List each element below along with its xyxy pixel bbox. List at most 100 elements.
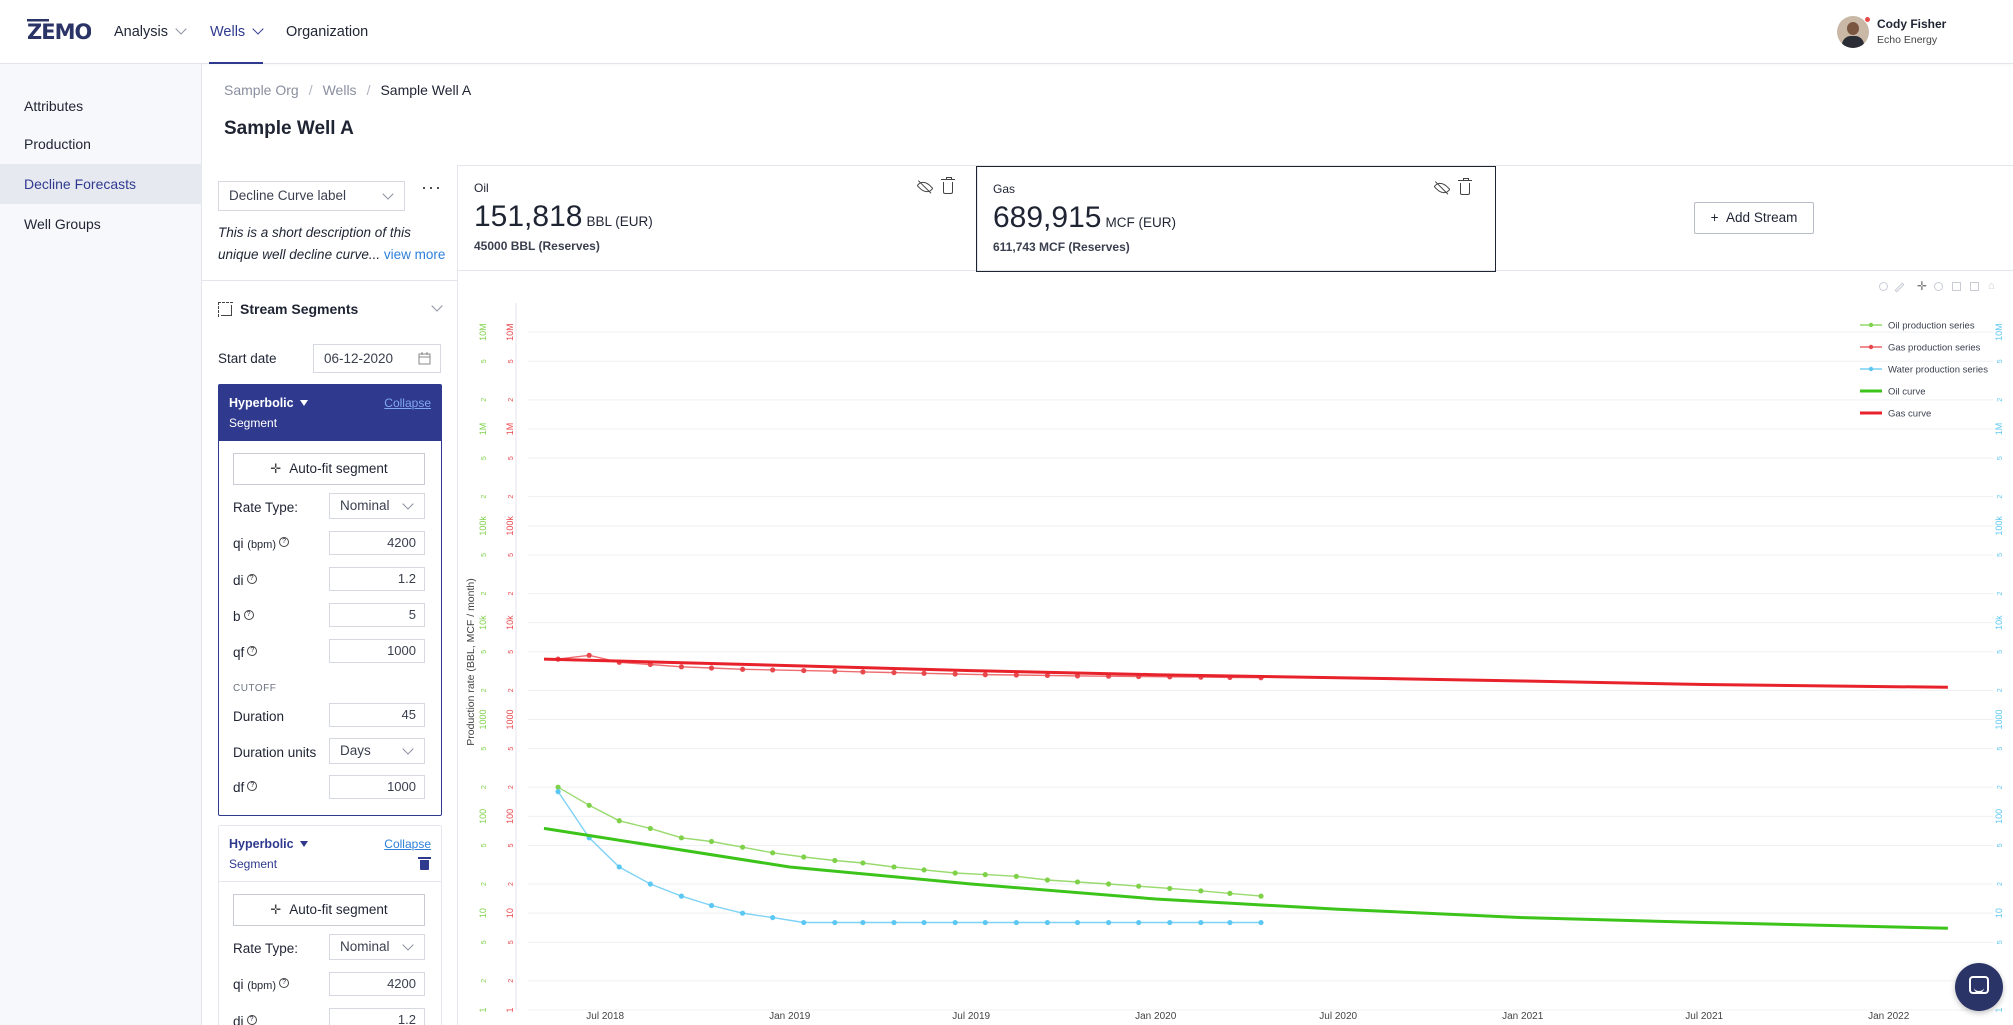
data-point bbox=[921, 867, 927, 873]
di-input[interactable]: 1.2 bbox=[329, 567, 425, 591]
data-point bbox=[770, 914, 776, 921]
data-point bbox=[770, 667, 776, 673]
legend-marker bbox=[1868, 322, 1874, 328]
y-tick-label: 2 bbox=[481, 785, 488, 789]
y-tick-label: 1 bbox=[505, 1007, 515, 1012]
rate-type-select[interactable]: Nominal bbox=[329, 934, 425, 960]
zoom-icon[interactable] bbox=[1934, 282, 1943, 291]
y-tick-label: 2 bbox=[1997, 882, 2004, 886]
data-point bbox=[1258, 919, 1264, 926]
auto-fit-button[interactable]: ✛ Auto-fit segment bbox=[233, 894, 425, 926]
help-icon[interactable]: ? bbox=[279, 977, 290, 988]
y-tick-label: 2 bbox=[508, 688, 515, 692]
x-tick-label: Jul 2020 bbox=[1319, 1011, 1357, 1022]
y-tick-label: 100 bbox=[505, 809, 515, 824]
segment-type-dropdown[interactable]: Hyperbolic bbox=[229, 837, 308, 851]
collapse-link[interactable]: Collapse bbox=[384, 837, 431, 851]
y-tick-label: 5 bbox=[481, 553, 488, 557]
y-tick-label: 2 bbox=[508, 882, 515, 886]
rate-type-label: Rate Type: bbox=[233, 941, 299, 956]
home-icon[interactable]: ⌂ bbox=[1988, 280, 1995, 292]
stream-reserves: 45000 BBL (Reserves) bbox=[474, 239, 600, 253]
data-point bbox=[860, 919, 866, 926]
nav-wells[interactable]: Wells bbox=[209, 0, 264, 64]
breadcrumb-wells[interactable]: Wells bbox=[322, 82, 357, 98]
chat-icon[interactable] bbox=[1955, 963, 2003, 1011]
settings-icon[interactable] bbox=[1879, 282, 1888, 291]
help-icon[interactable]: ? bbox=[279, 536, 290, 547]
help-icon[interactable]: ? bbox=[247, 780, 258, 791]
add-stream-button[interactable]: + Add Stream bbox=[1694, 202, 1814, 234]
data-point bbox=[1044, 672, 1051, 679]
page-title: Sample Well A bbox=[224, 118, 354, 139]
data-point bbox=[801, 854, 807, 860]
y-tick-label: 5 bbox=[481, 650, 488, 654]
series-line bbox=[543, 657, 1948, 689]
sidebar-item-well-groups[interactable]: Well Groups bbox=[24, 216, 101, 232]
help-icon[interactable]: ? bbox=[247, 645, 258, 656]
stream-card-gas[interactable]: Gas 689,915 MCF (EUR) 611,743 MCF (Reserv… bbox=[976, 166, 1496, 272]
more-options-icon[interactable]: ··· bbox=[421, 177, 442, 197]
qf-input[interactable]: 1000 bbox=[329, 639, 425, 663]
help-icon[interactable]: ? bbox=[243, 609, 254, 620]
data-point bbox=[1167, 919, 1173, 926]
zoom-out-icon[interactable] bbox=[1970, 282, 1979, 291]
data-point bbox=[586, 652, 592, 658]
rate-type-select[interactable]: Nominal bbox=[329, 493, 425, 519]
y-tick-label: 5 bbox=[508, 359, 515, 363]
qi-input[interactable]: 4200 bbox=[329, 972, 425, 996]
eye-off-icon[interactable] bbox=[1433, 179, 1451, 197]
start-date-label: Start date bbox=[218, 351, 277, 366]
collapse-link[interactable]: Collapse bbox=[384, 396, 431, 410]
data-point bbox=[1105, 881, 1112, 887]
y-tick-label: 5 bbox=[481, 456, 488, 460]
sidebar-item-attributes[interactable]: Attributes bbox=[24, 98, 84, 114]
trash-icon[interactable] bbox=[941, 177, 955, 194]
stream-card-oil[interactable]: Oil 151,818 BBL (EUR) 45000 BBL (Reserves… bbox=[458, 166, 978, 272]
y-tick-label: 5 bbox=[1997, 843, 2004, 847]
segment-type-dropdown[interactable]: Hyperbolic bbox=[229, 396, 308, 410]
data-point bbox=[1227, 919, 1233, 926]
data-point bbox=[708, 838, 715, 845]
y-tick-label: 2 bbox=[508, 979, 515, 983]
top-nav: ZEMO Analysis Wells Organization Cody Fi… bbox=[0, 0, 2013, 64]
sidebar-item-decline-forecasts[interactable]: Decline Forecasts bbox=[0, 164, 202, 204]
b-input[interactable]: 5 bbox=[329, 603, 425, 627]
help-icon[interactable]: ? bbox=[246, 573, 257, 584]
stream-name: Oil bbox=[474, 181, 489, 195]
sidebar-item-production[interactable]: Production bbox=[24, 136, 91, 152]
help-icon[interactable]: ? bbox=[246, 1014, 257, 1025]
eye-off-icon[interactable] bbox=[916, 178, 934, 196]
view-more-link[interactable]: view more bbox=[383, 247, 446, 262]
y-tick-label: 10M bbox=[478, 323, 488, 341]
decline-curve-select[interactable]: Decline Curve label bbox=[218, 181, 405, 211]
y-axis-label: Production rate (BBL, MCF / month) bbox=[465, 578, 477, 745]
avatar[interactable] bbox=[1837, 16, 1869, 48]
nav-analysis[interactable]: Analysis bbox=[114, 0, 187, 64]
df-label: df? bbox=[233, 780, 258, 795]
user-menu[interactable]: Cody Fisher Echo Energy bbox=[1837, 0, 2013, 64]
data-point bbox=[1136, 919, 1142, 926]
delete-segment-icon[interactable] bbox=[418, 857, 431, 870]
di-input[interactable]: 1.2 bbox=[329, 1008, 425, 1025]
df-input[interactable]: 1000 bbox=[329, 775, 425, 799]
breadcrumb-org[interactable]: Sample Org bbox=[224, 82, 299, 98]
duration-units-select[interactable]: Days bbox=[329, 738, 425, 764]
zoom-in-icon[interactable] bbox=[1952, 282, 1961, 291]
start-date-input[interactable]: 06-12-2020 bbox=[313, 344, 441, 373]
y-tick-label: 10k bbox=[478, 615, 488, 630]
duration-input[interactable]: 45 bbox=[329, 703, 425, 727]
pan-icon[interactable]: ✛ bbox=[1917, 279, 1928, 293]
production-chart[interactable]: ✛ ⌂ 10M 10M 10M 5 5 5 2 2 2 1M 1M 1M 5 5 5 2 2 2 100k 100k 1… bbox=[458, 272, 2013, 1025]
chevron-down-icon[interactable] bbox=[431, 300, 443, 312]
series-line bbox=[557, 791, 1261, 924]
y-tick-label: 10M bbox=[505, 323, 515, 341]
trash-icon[interactable] bbox=[1458, 178, 1472, 195]
qi-input[interactable]: 4200 bbox=[329, 531, 425, 555]
nav-organization[interactable]: Organization bbox=[286, 24, 369, 40]
zemo-logo[interactable]: ZEMO bbox=[27, 18, 91, 44]
auto-fit-button[interactable]: ✛ Auto-fit segment bbox=[233, 453, 425, 485]
y-tick-label: 5 bbox=[1997, 650, 2004, 654]
y-tick-label: 2 bbox=[508, 495, 515, 499]
user-org: Echo Energy bbox=[1877, 34, 1938, 46]
